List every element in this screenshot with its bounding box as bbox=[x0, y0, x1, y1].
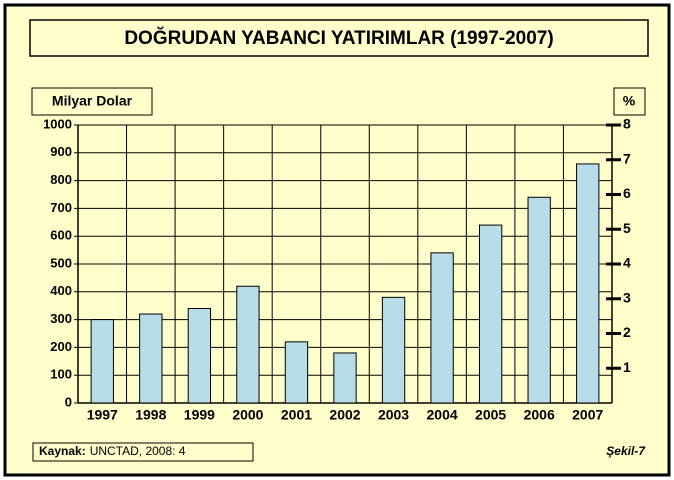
x-tick-label: 2000 bbox=[232, 407, 263, 423]
y-axis-label: Milyar Dolar bbox=[52, 93, 133, 109]
y2-tick-label: 7 bbox=[623, 150, 631, 166]
frame bbox=[3, 3, 671, 477]
x-tick-label: 2007 bbox=[572, 407, 603, 423]
chart-title: DOĞRUDAN YABANCI YATIRIMLAR (1997-2007) bbox=[124, 27, 553, 49]
x-tick-label: 2005 bbox=[475, 407, 506, 423]
bar bbox=[576, 163, 600, 404]
x-tick-label: 2004 bbox=[427, 407, 458, 423]
bar bbox=[236, 285, 260, 404]
source-text: UNCTAD, 2008: 4 bbox=[90, 444, 186, 458]
source-box bbox=[32, 442, 254, 462]
bar bbox=[430, 252, 454, 404]
x-tick-label: 1997 bbox=[87, 407, 118, 423]
bar bbox=[381, 296, 406, 404]
x-tick-label: 2001 bbox=[281, 407, 312, 423]
y-tick-label: 600 bbox=[50, 228, 72, 243]
y-tick-label: 900 bbox=[50, 144, 72, 159]
y-tick-label: 300 bbox=[50, 311, 72, 326]
source: Kaynak: UNCTAD, 2008: 4 bbox=[39, 444, 186, 458]
y2-tick-label: 3 bbox=[623, 289, 631, 305]
bar bbox=[90, 319, 114, 404]
y-tick-label: 500 bbox=[50, 255, 72, 270]
y-label-box bbox=[31, 87, 153, 116]
x-tick-label: 2006 bbox=[524, 407, 555, 423]
y2-label-box bbox=[613, 87, 646, 116]
y2-axis-label: % bbox=[623, 93, 636, 109]
source-label: Kaynak: bbox=[39, 444, 86, 458]
title-box bbox=[29, 19, 649, 57]
bar bbox=[478, 224, 503, 404]
y-tick-label: 200 bbox=[50, 339, 72, 354]
y2-tick-label: 6 bbox=[623, 185, 631, 201]
bar bbox=[527, 196, 551, 404]
y2-tick-label: 1 bbox=[623, 359, 631, 375]
bar bbox=[333, 352, 357, 404]
bar bbox=[284, 341, 309, 404]
y-tick-label: 800 bbox=[50, 172, 72, 187]
y-tick-label: 400 bbox=[50, 283, 72, 298]
y2-tick-label: 8 bbox=[623, 116, 631, 132]
y2-tick-label: 5 bbox=[623, 220, 631, 236]
x-tick-label: 1999 bbox=[184, 407, 215, 423]
x-tick-label: 1998 bbox=[135, 407, 166, 423]
x-tick-label: 2002 bbox=[329, 407, 360, 423]
y-tick-label: 700 bbox=[50, 200, 72, 215]
y-tick-label: 100 bbox=[50, 367, 72, 382]
y-tick-label: 1000 bbox=[43, 116, 72, 131]
bar bbox=[187, 307, 212, 404]
bar bbox=[139, 313, 163, 404]
x-tick-label: 2003 bbox=[378, 407, 409, 423]
y2-tick-label: 2 bbox=[623, 324, 631, 340]
figure-label: Şekil-7 bbox=[606, 444, 646, 458]
y-tick-label: 0 bbox=[65, 394, 72, 409]
y2-tick-label: 4 bbox=[623, 255, 631, 271]
